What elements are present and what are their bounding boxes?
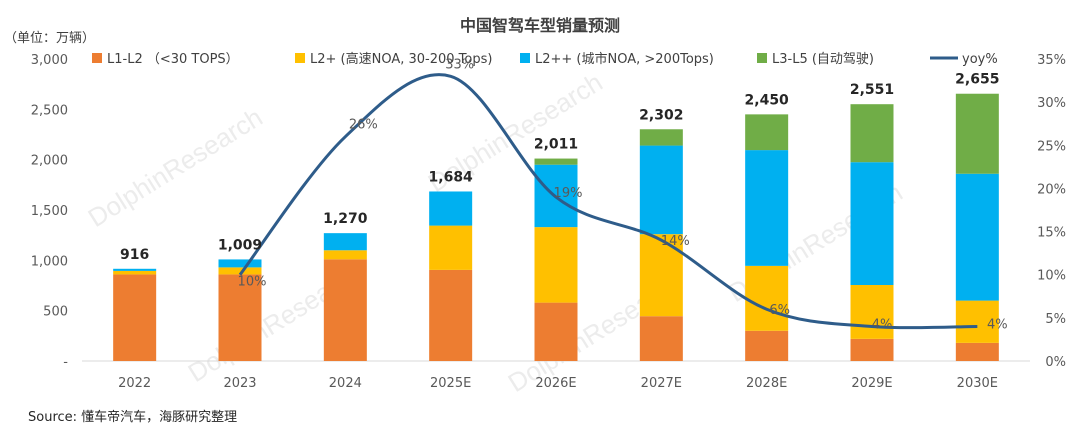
yoy-label: 10% bbox=[238, 275, 267, 290]
bar-segment-l3 bbox=[850, 104, 894, 163]
y2-tick-label: 30% bbox=[1037, 96, 1066, 111]
x-tick-label: 2026E bbox=[535, 376, 576, 391]
bar-segment-l2p bbox=[429, 225, 473, 270]
bar-segment-l2p bbox=[745, 265, 789, 331]
bar-segment-l2p bbox=[113, 270, 157, 275]
bar-segment-l1 bbox=[429, 269, 473, 361]
y-tick-label: 2,000 bbox=[31, 154, 68, 169]
total-label: 916 bbox=[120, 247, 149, 263]
x-tick-label: 2024 bbox=[329, 376, 362, 391]
total-label: 2,011 bbox=[534, 137, 578, 153]
yoy-label: 4% bbox=[987, 317, 1008, 332]
yoy-label: 4% bbox=[872, 317, 893, 332]
y-tick-label: 3,000 bbox=[31, 53, 68, 68]
total-label: 2,551 bbox=[850, 82, 894, 98]
bars bbox=[113, 93, 999, 361]
source-note: Source: 懂车帝汽车，海豚研究整理 bbox=[28, 409, 237, 425]
y-tick-label: 1,000 bbox=[31, 254, 68, 269]
bar-segment-l2pp bbox=[429, 191, 473, 226]
total-label: 2,655 bbox=[955, 72, 999, 88]
total-label: 2,450 bbox=[745, 92, 790, 108]
bar-segment-l3 bbox=[745, 114, 789, 151]
yoy-label: 14% bbox=[661, 234, 690, 249]
y2-tick-label: 0% bbox=[1045, 355, 1066, 370]
bar-segment-l1 bbox=[850, 338, 894, 361]
watermark-text: DolphinResearch bbox=[83, 102, 268, 233]
bar-segment-l2p bbox=[323, 250, 367, 260]
total-label: 2,302 bbox=[639, 107, 683, 123]
bar-segment-l1 bbox=[113, 274, 157, 361]
x-tick-label: 2028E bbox=[746, 376, 787, 391]
bar-segment-l2p bbox=[534, 227, 578, 303]
bar-segment-l2pp bbox=[218, 259, 262, 268]
bar-segment-l1 bbox=[955, 342, 999, 361]
legend-label-l1: L1-L2 （<30 TOPS） bbox=[107, 52, 239, 67]
y2-tick-label: 15% bbox=[1037, 226, 1066, 241]
legend: L1-L2 （<30 TOPS） L2+ (高速NOA, 30-200 Tops)… bbox=[92, 51, 998, 67]
yoy-label: 33% bbox=[445, 57, 474, 72]
y-tick-label: 1,500 bbox=[31, 204, 68, 219]
bar-segment-l1 bbox=[639, 316, 683, 361]
bar-segment-l2pp bbox=[639, 145, 683, 235]
bar-segment-l2pp bbox=[323, 233, 367, 251]
bar-segment-l3 bbox=[639, 129, 683, 146]
bar-segment-l2pp bbox=[113, 268, 157, 271]
y2-tick-label: 35% bbox=[1037, 53, 1066, 68]
x-tick-label: 2030E bbox=[957, 376, 998, 391]
y-tick-label: 500 bbox=[43, 305, 68, 320]
axes: - 500 1,000 1,500 2,000 2,500 3,000 0% 5% 10% 15% 2… bbox=[31, 53, 1066, 391]
bar-segment-l1 bbox=[534, 302, 578, 361]
yoy-line bbox=[238, 73, 978, 330]
bar-segment-l1 bbox=[745, 330, 789, 361]
legend-label-yoy: yoy% bbox=[962, 52, 998, 67]
x-tick-label: 2023 bbox=[223, 376, 256, 391]
bar-segment-l2p bbox=[955, 300, 999, 343]
legend-swatch-l1 bbox=[92, 53, 102, 63]
data-labels: 916 1,009 1,270 1,684 2,011 2,302 2,450 2,551 2,… bbox=[120, 57, 1008, 332]
bar-segment-l2pp bbox=[850, 162, 894, 285]
x-tick-label: 2022 bbox=[118, 376, 151, 391]
legend-label-l2pp: L2++ (城市NOA, >200Tops) bbox=[535, 51, 714, 67]
bar-segment-l1 bbox=[323, 259, 367, 361]
yoy-label: 19% bbox=[554, 186, 583, 201]
bar-segment-l3 bbox=[534, 158, 578, 165]
x-tick-label: 2027E bbox=[641, 376, 682, 391]
total-label: 1,270 bbox=[323, 211, 368, 227]
y2-tick-label: 20% bbox=[1037, 182, 1066, 197]
x-tick-label: 2029E bbox=[851, 376, 892, 391]
bar-segment-l1 bbox=[218, 274, 262, 361]
y2-tick-label: 25% bbox=[1037, 139, 1066, 154]
legend-label-l2p: L2+ (高速NOA, 30-200 Tops) bbox=[310, 51, 492, 67]
x-tick-label: 2025E bbox=[430, 376, 471, 391]
bar-segment-l2p bbox=[218, 267, 262, 275]
legend-swatch-l2pp bbox=[520, 53, 530, 63]
bar-segment-l2pp bbox=[745, 150, 789, 266]
chart-title: 中国智驾车型销量预测 bbox=[460, 16, 620, 35]
y-tick-label: - bbox=[63, 355, 68, 370]
y2-tick-label: 10% bbox=[1037, 269, 1066, 284]
yoy-series-line bbox=[238, 73, 978, 330]
y-tick-label: 2,500 bbox=[31, 103, 68, 118]
y-axis-unit-label: （单位：万辆） bbox=[4, 31, 95, 46]
legend-swatch-l3 bbox=[757, 53, 767, 63]
y2-tick-label: 5% bbox=[1045, 312, 1066, 327]
legend-label-l3: L3-L5 (自动驾驶) bbox=[772, 52, 874, 67]
total-label: 1,009 bbox=[218, 237, 262, 253]
bar-segment-l3 bbox=[955, 93, 999, 174]
yoy-label: 6% bbox=[769, 303, 790, 318]
bar-segment-l2pp bbox=[955, 173, 999, 301]
legend-swatch-l2p bbox=[295, 53, 305, 63]
yoy-label: 26% bbox=[349, 118, 378, 133]
total-label: 1,684 bbox=[429, 169, 474, 185]
bar-segment-l2p bbox=[850, 284, 894, 339]
